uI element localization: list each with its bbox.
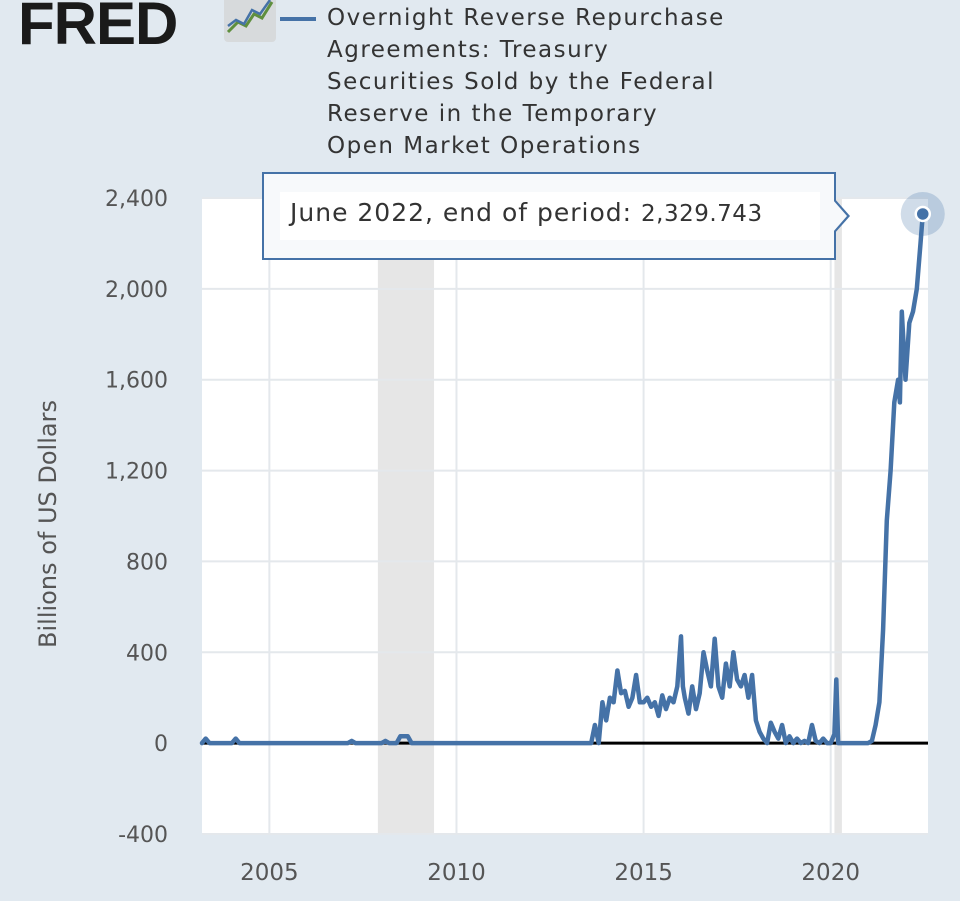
highlight-point	[914, 205, 932, 223]
tooltip-value: 2,329.743	[641, 201, 763, 227]
fred-logo-text: FRED	[18, 0, 178, 57]
recession-band-0	[377, 198, 435, 834]
x-tick-label-3: 2020	[801, 860, 860, 886]
y-tick-label-3: 800	[126, 550, 168, 575]
fred-chart-badge-icon	[224, 0, 276, 42]
series-line-0	[199, 211, 926, 746]
legend-series-title: Overnight Reverse Repurchase Agreements:…	[327, 5, 725, 159]
y-axis-label: Billions of US Dollars	[34, 400, 62, 648]
y-tick-label-5: 1,600	[105, 369, 168, 394]
legend-series-swatch	[280, 17, 316, 21]
tooltip-panel	[280, 192, 820, 240]
recession-band-1	[834, 198, 842, 834]
tooltip-pointer-fill	[833, 200, 847, 232]
y-tick-label-7: 2,400	[105, 187, 168, 212]
y-tick-label-1: 0	[154, 732, 168, 757]
data-tooltip	[262, 172, 836, 260]
x-tick-label-0: 2005	[240, 860, 299, 886]
tooltip-text: June 2022, end of period: 2,329.743	[290, 198, 763, 227]
x-tick-label-1: 2010	[427, 860, 486, 886]
y-tick-label-4: 1,200	[105, 460, 168, 485]
y-tick-label-6: 2,000	[105, 278, 168, 303]
plot-area	[202, 198, 928, 834]
x-tick-label-2: 2015	[614, 860, 673, 886]
y-tick-label-0: -400	[118, 823, 168, 848]
y-tick-label-2: 400	[126, 641, 168, 666]
tooltip-label: June 2022, end of period:	[290, 198, 633, 227]
